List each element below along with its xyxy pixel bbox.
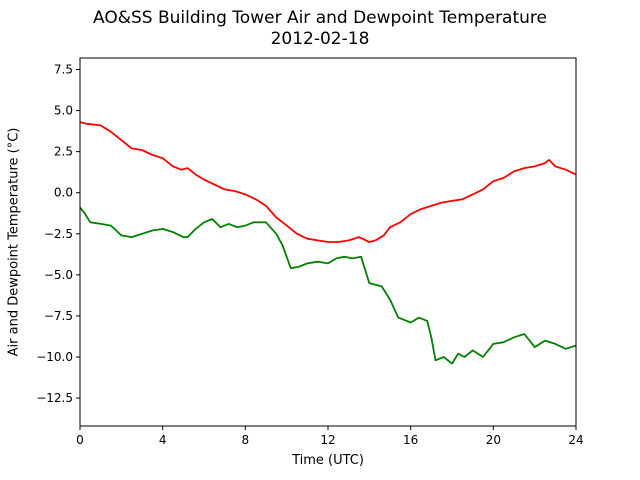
y-tick-label: −7.5	[44, 309, 73, 323]
chart-title: AO&SS Building Tower Air and Dewpoint Te…	[92, 8, 547, 28]
x-tick-label: 4	[159, 433, 167, 447]
x-tick-label: 24	[568, 433, 583, 447]
y-tick-label: −12.5	[36, 391, 73, 405]
y-tick-label: −10.0	[36, 350, 73, 364]
x-axis: 0 4 8 12 16 20 24	[76, 426, 584, 447]
series-line-1	[79, 121, 577, 243]
x-axis-label: Time (UTC)	[292, 453, 364, 468]
x-tick-label: 16	[403, 433, 418, 447]
series-line-2	[79, 206, 577, 365]
y-axis: −12.5 −10.0 −7.5 −5.0 −2.5 0.0 2.5 5.0 7.5	[36, 63, 80, 405]
series-layer	[79, 121, 577, 365]
y-tick-label: 7.5	[54, 63, 73, 77]
y-axis-label: Air and Dewpoint Temperature (°C)	[6, 127, 22, 357]
x-tick-label: 20	[486, 433, 501, 447]
x-tick-label: 0	[76, 433, 84, 447]
x-tick-label: 8	[242, 433, 250, 447]
y-tick-label: 0.0	[54, 186, 73, 200]
y-tick-label: −5.0	[44, 268, 73, 282]
y-tick-label: −2.5	[44, 227, 73, 241]
y-tick-label: 5.0	[54, 104, 73, 118]
x-tick-label: 12	[320, 433, 335, 447]
y-tick-label: 2.5	[54, 145, 73, 159]
chart-subtitle: 2012-02-18	[270, 29, 370, 49]
